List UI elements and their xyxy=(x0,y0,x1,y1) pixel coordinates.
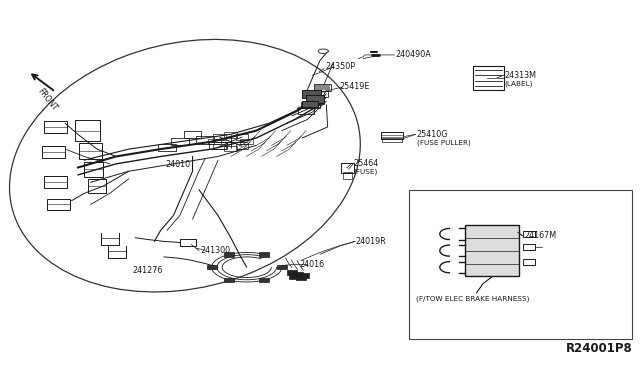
Bar xyxy=(47,199,70,211)
Bar xyxy=(523,244,536,250)
Bar xyxy=(383,138,401,142)
Bar xyxy=(381,132,403,139)
Bar xyxy=(298,273,308,278)
Text: 24019R: 24019R xyxy=(355,237,386,246)
Bar xyxy=(343,172,353,179)
Bar xyxy=(465,225,520,276)
Bar xyxy=(225,132,237,138)
Bar xyxy=(158,144,176,151)
Text: (LABEL): (LABEL) xyxy=(505,80,533,87)
Bar xyxy=(224,252,234,257)
Bar xyxy=(209,142,227,149)
Text: 241276: 241276 xyxy=(132,266,163,275)
Bar xyxy=(213,134,226,140)
Bar xyxy=(303,101,319,108)
Text: 24350P: 24350P xyxy=(325,61,355,71)
Text: 241300: 241300 xyxy=(200,246,230,255)
Bar xyxy=(44,121,67,133)
Text: 25464: 25464 xyxy=(353,158,378,168)
Text: 240490A: 240490A xyxy=(395,51,431,60)
Bar xyxy=(42,146,65,158)
Text: (F/TOW ELEC BRAKE HARNESS): (F/TOW ELEC BRAKE HARNESS) xyxy=(416,295,530,302)
Text: (FUSE): (FUSE) xyxy=(353,169,378,175)
Bar xyxy=(75,121,100,141)
Bar xyxy=(79,142,102,159)
Bar xyxy=(310,98,324,104)
Bar xyxy=(207,265,217,269)
Text: 24313M: 24313M xyxy=(505,71,537,80)
Bar xyxy=(88,179,106,193)
Bar xyxy=(301,102,320,109)
Bar xyxy=(84,162,103,177)
Bar xyxy=(236,144,248,149)
Bar xyxy=(209,139,221,144)
Bar xyxy=(292,272,303,277)
Bar xyxy=(184,131,202,138)
Text: 24010: 24010 xyxy=(166,160,191,169)
Bar xyxy=(196,136,214,144)
Bar xyxy=(259,252,269,257)
Text: 25410G: 25410G xyxy=(417,130,449,139)
Bar xyxy=(180,239,196,246)
Bar xyxy=(287,270,297,275)
Bar xyxy=(224,278,234,282)
Bar xyxy=(302,90,321,98)
Bar xyxy=(289,274,300,279)
Bar xyxy=(523,259,536,264)
Bar xyxy=(236,134,248,140)
Bar xyxy=(315,85,330,90)
Text: FRONT: FRONT xyxy=(36,86,59,112)
Bar xyxy=(523,231,536,237)
Bar xyxy=(225,146,237,151)
Bar xyxy=(296,275,306,280)
Bar xyxy=(341,163,354,173)
Bar xyxy=(312,92,328,97)
Bar xyxy=(241,139,253,144)
Text: 24167M: 24167M xyxy=(524,231,556,240)
Bar xyxy=(473,66,504,90)
Bar xyxy=(276,265,287,269)
Bar xyxy=(409,190,632,339)
Bar xyxy=(44,176,67,188)
Bar xyxy=(306,95,324,103)
Bar xyxy=(213,144,226,149)
Bar xyxy=(171,138,189,145)
Text: R24001P8: R24001P8 xyxy=(566,342,632,355)
Bar xyxy=(314,84,332,91)
Text: 25419E: 25419E xyxy=(339,82,369,91)
Bar xyxy=(259,278,269,282)
Bar xyxy=(298,109,314,114)
Text: 24016: 24016 xyxy=(299,260,324,269)
Text: (FUSE PULLER): (FUSE PULLER) xyxy=(417,140,470,146)
